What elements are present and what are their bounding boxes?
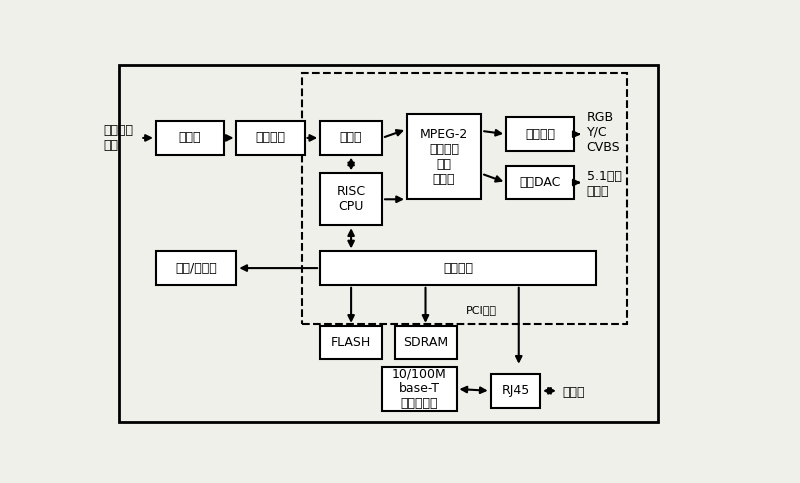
Bar	[394, 326, 457, 359]
Bar	[506, 166, 574, 199]
Text: RISC
CPU: RISC CPU	[337, 185, 366, 213]
Text: RGB
Y/C
CVBS: RGB Y/C CVBS	[586, 111, 620, 154]
Bar	[506, 117, 574, 151]
Bar	[156, 121, 224, 155]
Bar	[320, 121, 382, 155]
Text: 10/100M
base-T
以太网模块: 10/100M base-T 以太网模块	[392, 368, 446, 411]
Bar	[118, 65, 658, 423]
Bar	[320, 251, 596, 285]
Text: 信道解调: 信道解调	[255, 131, 286, 144]
Text: 红外/前面板: 红外/前面板	[175, 262, 217, 275]
Text: SDRAM: SDRAM	[403, 336, 448, 349]
Bar	[237, 121, 305, 155]
Text: MPEG-2
音视频、
图形
解码器: MPEG-2 音视频、 图形 解码器	[420, 128, 468, 185]
Text: 以太网: 以太网	[562, 386, 584, 399]
Bar	[302, 73, 627, 324]
Text: 数字电视
信号: 数字电视 信号	[103, 124, 133, 152]
Text: FLASH: FLASH	[331, 336, 371, 349]
Text: 5.1声道
立体声: 5.1声道 立体声	[586, 170, 622, 199]
Text: RJ45: RJ45	[502, 384, 530, 398]
Text: 解复用: 解复用	[340, 131, 362, 144]
Text: 音频DAC: 音频DAC	[519, 176, 561, 189]
Bar	[156, 251, 237, 285]
Bar	[320, 173, 382, 225]
Bar	[320, 326, 382, 359]
Text: 视频编码: 视频编码	[526, 128, 555, 141]
Text: 调谐器: 调谐器	[178, 131, 201, 144]
Bar	[382, 367, 457, 412]
Bar	[407, 114, 482, 199]
Text: 外围接口: 外围接口	[443, 262, 473, 275]
Text: PCI总线: PCI总线	[466, 305, 497, 314]
Bar	[490, 374, 540, 408]
